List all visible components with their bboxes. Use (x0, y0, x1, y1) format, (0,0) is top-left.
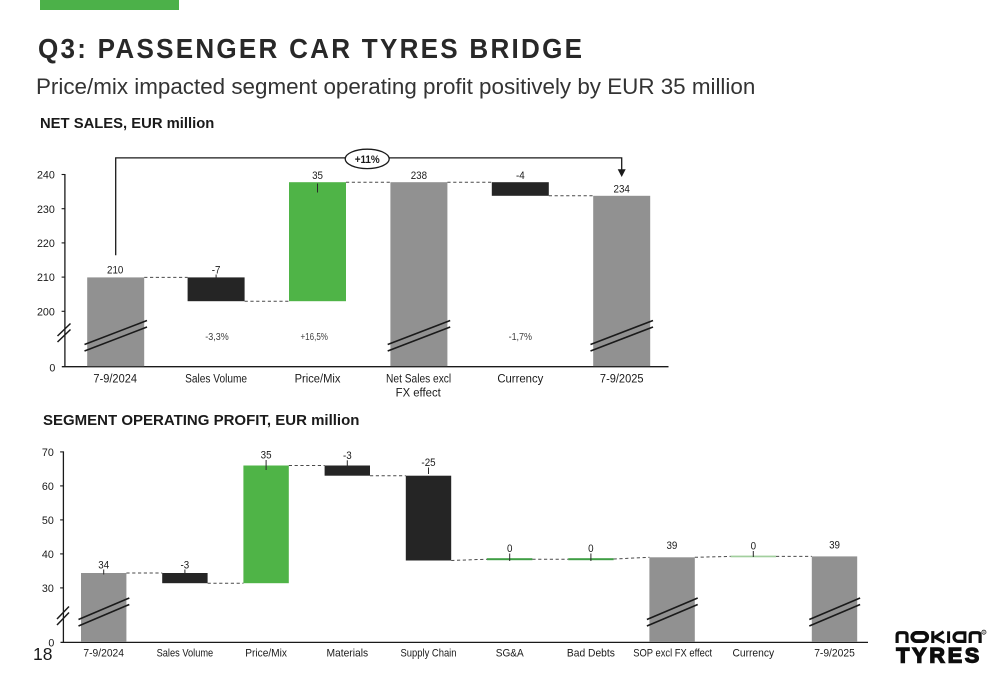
svg-text:Bad Debts: Bad Debts (567, 648, 615, 659)
svg-text:-1,7%: -1,7% (509, 331, 533, 343)
svg-text:TYRES: TYRES (896, 643, 980, 667)
svg-text:220: 220 (37, 238, 55, 250)
svg-text:230: 230 (37, 204, 55, 216)
svg-text:70: 70 (42, 447, 54, 459)
svg-text:0: 0 (49, 362, 55, 374)
svg-text:210: 210 (107, 265, 124, 277)
svg-text:50: 50 (42, 515, 54, 527)
svg-text:SG&A: SG&A (496, 648, 524, 659)
svg-text:-3: -3 (181, 560, 190, 572)
svg-text:60: 60 (42, 481, 54, 493)
svg-text:-7: -7 (212, 265, 221, 277)
svg-text:240: 240 (37, 169, 55, 181)
svg-text:234: 234 (614, 184, 631, 196)
svg-text:Supply Chain: Supply Chain (400, 648, 456, 660)
svg-text:7-9/2025: 7-9/2025 (600, 373, 644, 385)
svg-text:Sales Volume: Sales Volume (185, 373, 247, 386)
svg-text:Currency: Currency (732, 648, 774, 659)
svg-text:238: 238 (411, 171, 428, 183)
svg-text:+16,5%: +16,5% (300, 331, 327, 342)
svg-text:39: 39 (666, 541, 677, 553)
svg-text:0: 0 (48, 637, 54, 649)
svg-text:Price/Mix: Price/Mix (245, 648, 288, 659)
svg-text:7-9/2025: 7-9/2025 (814, 648, 855, 659)
svg-text:210: 210 (37, 272, 55, 284)
svg-text:0: 0 (751, 541, 757, 553)
svg-text:35: 35 (312, 171, 323, 183)
svg-text:200: 200 (37, 306, 55, 318)
svg-text:35: 35 (261, 450, 272, 462)
svg-text:-3: -3 (343, 450, 352, 462)
svg-text:7-9/2024: 7-9/2024 (93, 373, 137, 385)
svg-text:FX effect: FX effect (396, 386, 442, 399)
svg-text:Materials: Materials (326, 648, 368, 659)
svg-text:0: 0 (588, 544, 594, 556)
svg-text:SOP excl FX effect: SOP excl FX effect (633, 648, 712, 660)
svg-text:30: 30 (42, 583, 54, 595)
svg-text:40: 40 (42, 549, 54, 561)
svg-text:Sales Volume: Sales Volume (157, 648, 214, 660)
svg-text:Price/Mix: Price/Mix (295, 373, 341, 385)
svg-text:0: 0 (507, 544, 513, 556)
svg-text:R: R (983, 631, 986, 635)
svg-text:-4: -4 (516, 171, 525, 183)
svg-text:-25: -25 (421, 458, 435, 470)
svg-text:34: 34 (98, 560, 109, 572)
svg-text:Net Sales excl: Net Sales excl (386, 373, 451, 386)
svg-text:7-9/2024: 7-9/2024 (83, 648, 124, 659)
svg-text:Currency: Currency (497, 372, 543, 385)
svg-text:39: 39 (829, 540, 840, 552)
svg-text:+11%: +11% (355, 155, 381, 167)
svg-text:-3,3%: -3,3% (205, 331, 229, 343)
